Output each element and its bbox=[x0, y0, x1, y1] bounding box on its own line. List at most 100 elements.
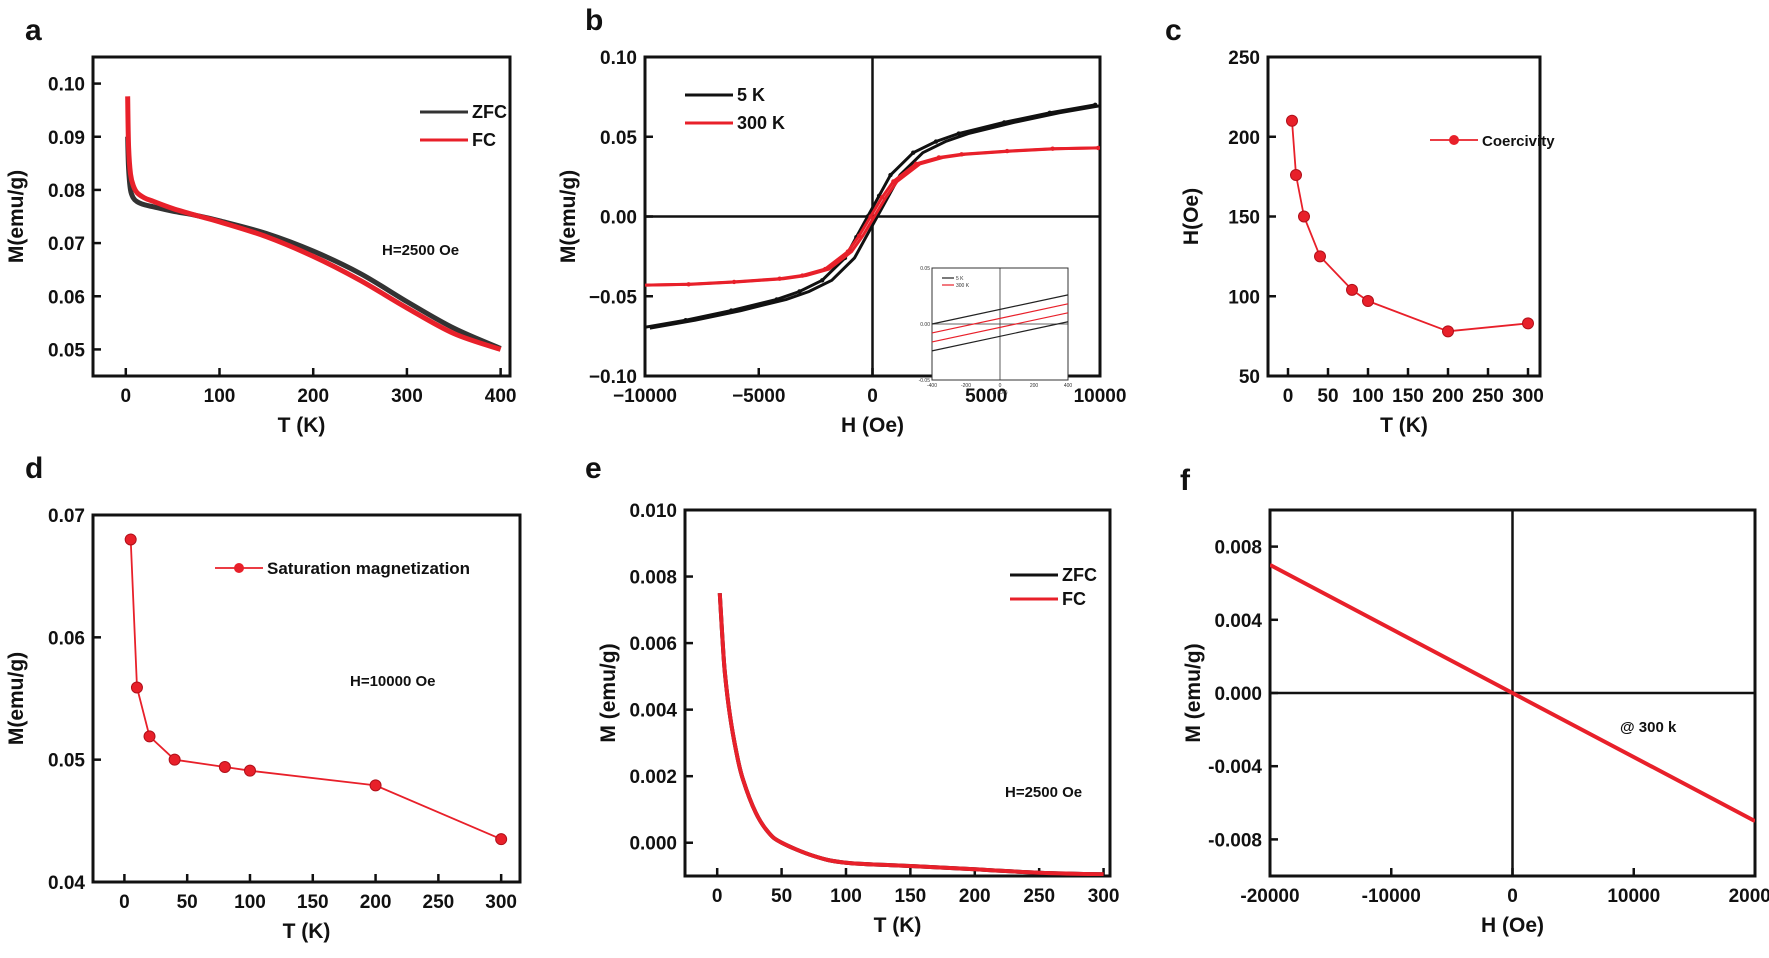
data-point bbox=[686, 282, 691, 287]
series-line-branch-down bbox=[649, 104, 1100, 330]
x-tick-label: 50 bbox=[771, 886, 792, 907]
legend: 5 K 300 K bbox=[685, 85, 785, 133]
x-tick-label: 100 bbox=[830, 886, 862, 907]
x-tick-label: 0 bbox=[712, 886, 723, 907]
y-tick-label: 0.004 bbox=[629, 701, 677, 722]
panel-a: a 0 100 200 300 400 0.05 0.06 0.07 0.08 0.09 0.10 T … bbox=[5, 14, 516, 437]
data-point bbox=[1047, 110, 1052, 116]
x-tick-label: 100 bbox=[1352, 386, 1384, 407]
x-tick-label: 150 bbox=[895, 886, 927, 907]
x-tick-label: 50 bbox=[177, 892, 198, 913]
x-tick-label: -10000 bbox=[1362, 886, 1421, 907]
data-point bbox=[1522, 317, 1534, 330]
x-axis-label: H (Oe) bbox=[841, 414, 904, 437]
data-point bbox=[936, 155, 942, 160]
y-tick-label: 100 bbox=[1228, 287, 1260, 308]
plot-frame bbox=[683, 508, 1112, 878]
y-tick-label: 0.09 bbox=[48, 128, 85, 149]
x-tick-label: -20000 bbox=[1240, 886, 1299, 907]
data-point bbox=[913, 161, 919, 167]
data-point bbox=[243, 764, 256, 777]
data-point bbox=[1093, 102, 1098, 108]
series-line bbox=[125, 96, 502, 352]
inset-y-tick-label: -0.05 bbox=[919, 378, 931, 384]
x-tick-label: 5000 bbox=[965, 386, 1007, 407]
data-point bbox=[1298, 210, 1310, 223]
y-tick-label: 0.008 bbox=[1214, 538, 1262, 559]
inset-x-tick-label: 0 bbox=[999, 383, 1002, 389]
data-point bbox=[645, 283, 646, 287]
y-axis-label: M(emu/g) bbox=[557, 170, 580, 263]
panel-label: f bbox=[1180, 464, 1191, 497]
y-tick-label: 0.04 bbox=[48, 873, 85, 894]
data-point bbox=[879, 195, 885, 200]
x-tick-label: 10000 bbox=[1074, 386, 1127, 407]
x-axis-label: T (K) bbox=[1380, 414, 1428, 437]
legend: ZFC FC bbox=[420, 102, 507, 150]
inset-x-tick-label: -400 bbox=[927, 383, 937, 389]
inset-legend-label: 5 K bbox=[956, 276, 964, 282]
plot-frame bbox=[91, 513, 522, 884]
y-tick-label: 0.010 bbox=[629, 501, 677, 522]
x-tick-label: 200 bbox=[297, 386, 329, 407]
data-point bbox=[638, 326, 642, 330]
panel-b: b−10000 −5000 0 5000 10000−0.10−0.050.000.05… bbox=[557, 4, 1126, 437]
data-point bbox=[1290, 169, 1302, 182]
x-tick-label: 150 bbox=[297, 892, 329, 913]
data-point bbox=[956, 131, 961, 136]
series-line bbox=[1291, 120, 1529, 333]
y-tick-label: 0.06 bbox=[48, 628, 85, 649]
annotation: H=10000 Oe bbox=[350, 673, 435, 690]
y-tick-label: 0.10 bbox=[48, 75, 85, 96]
panel-label: c bbox=[1165, 14, 1182, 47]
inset-y-tick-label: 0.00 bbox=[920, 322, 930, 328]
data-point bbox=[800, 273, 805, 278]
panel-label: d bbox=[25, 452, 43, 485]
series-line bbox=[129, 539, 502, 841]
series-line bbox=[1270, 563, 1755, 823]
x-tick-label: 0 bbox=[1507, 886, 1518, 907]
x-tick-label: 0 bbox=[121, 386, 132, 407]
data-point bbox=[774, 297, 779, 302]
data-point bbox=[797, 289, 802, 294]
x-tick-label: 50 bbox=[1317, 386, 1338, 407]
y-tick-label: 0.000 bbox=[629, 834, 677, 855]
y-tick-label: 250 bbox=[1228, 48, 1260, 69]
series-fc bbox=[125, 96, 502, 352]
x-axis-label: T (K) bbox=[278, 414, 326, 437]
x-tick-label: 100 bbox=[204, 386, 236, 407]
series-line bbox=[717, 593, 1104, 876]
inset-series-line bbox=[931, 294, 1069, 325]
panel-d: d 0 50 100 150 200 250 300 0.04 0.05 0.06 0.07 T (K)… bbox=[5, 452, 522, 943]
legend: ZFC FC bbox=[1010, 565, 1097, 609]
data-point bbox=[1002, 120, 1007, 125]
y-tick-label: 0.10 bbox=[600, 48, 637, 69]
data-point bbox=[124, 533, 137, 546]
legend-marker bbox=[1449, 135, 1459, 145]
y-tick-label: 0.004 bbox=[1214, 611, 1262, 632]
inset-x-tick-label: 400 bbox=[1064, 383, 1073, 389]
x-tick-label: 250 bbox=[1023, 886, 1055, 907]
x-tick-label: 0 bbox=[867, 386, 878, 407]
legend-label: 5 K bbox=[737, 85, 765, 105]
data-point bbox=[1095, 145, 1100, 151]
data-point bbox=[822, 266, 828, 272]
data-point bbox=[1286, 114, 1298, 127]
x-tick-label: 400 bbox=[485, 386, 517, 407]
x-axis-label: T (K) bbox=[283, 920, 331, 943]
legend-marker bbox=[234, 563, 244, 573]
data-point bbox=[857, 233, 862, 238]
series-300-k bbox=[645, 145, 1100, 287]
data-point bbox=[845, 249, 851, 254]
inset-x-tick-label: 200 bbox=[1030, 383, 1039, 389]
y-axis-label: H(Oe) bbox=[1180, 188, 1203, 245]
y-tick-label: 0.008 bbox=[629, 568, 677, 589]
x-tick-label: 250 bbox=[1472, 386, 1504, 407]
y-axis-label: M(emu/g) bbox=[5, 170, 28, 263]
annotation: H=2500 Oe bbox=[1005, 784, 1082, 801]
annotation: H=2500 Oe bbox=[382, 242, 459, 259]
x-tick-label: 300 bbox=[1512, 386, 1544, 407]
inset-series-line bbox=[931, 303, 1069, 334]
